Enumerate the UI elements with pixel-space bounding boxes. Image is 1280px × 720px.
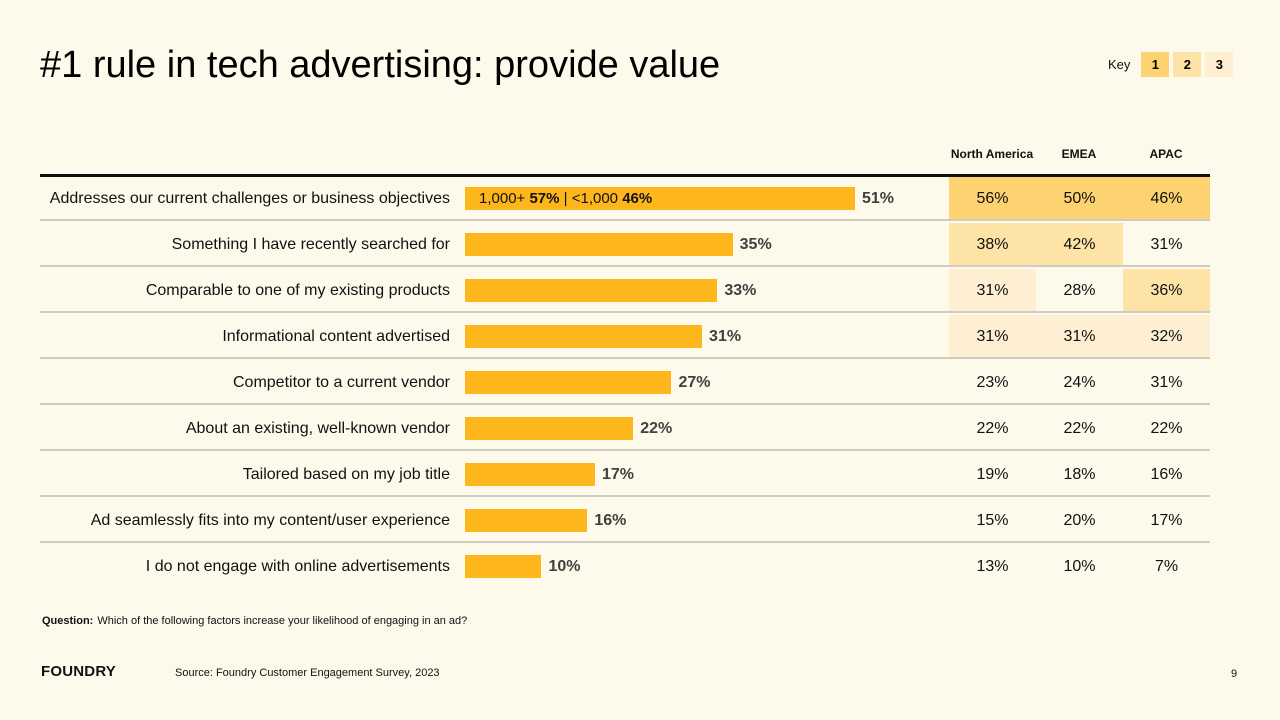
question-note: Question: Which of the following factors … <box>42 615 467 627</box>
bar <box>465 233 733 256</box>
category-label: About an existing, well-known vendor <box>185 420 450 437</box>
row-divider <box>40 449 1210 451</box>
cell-emea: 22% <box>1063 420 1096 437</box>
key-label: Key <box>1108 57 1131 72</box>
row-divider <box>40 495 1210 497</box>
category-label: Something I have recently searched for <box>171 236 450 253</box>
cell-emea: 42% <box>1036 223 1123 267</box>
source-note: Source: Foundry Customer Engagement Surv… <box>175 667 440 679</box>
bar <box>465 509 588 532</box>
header-rule <box>40 174 1210 177</box>
cell-emea: 50% <box>1036 177 1123 221</box>
table-row: About an existing, well-known vendor 22% 2… <box>40 407 1210 451</box>
bar-value-label: 10% <box>548 558 581 575</box>
cell-north-america: 31% <box>949 269 1036 313</box>
bar <box>465 325 703 348</box>
row-divider <box>40 265 1210 267</box>
column-header-apac: APAC <box>1149 146 1183 161</box>
cell-apac: 32% <box>1123 315 1210 359</box>
page-number: 9 <box>1231 668 1238 680</box>
bar-value-label: 35% <box>739 236 772 253</box>
cell-north-america: 15% <box>976 512 1009 529</box>
column-header-emea: EMEA <box>1061 146 1097 161</box>
cell-emea: 24% <box>1063 374 1096 391</box>
row-divider <box>40 219 1210 221</box>
table-row: Comparable to one of my existing product… <box>40 269 1210 313</box>
row-divider <box>40 311 1210 313</box>
category-label: Ad seamlessly fits into my content/user … <box>90 512 450 529</box>
bar <box>465 371 672 394</box>
table-row: Tailored based on my job title 17% 19% 18% 1… <box>40 453 1210 497</box>
cell-north-america: 13% <box>976 558 1009 575</box>
cell-north-america: 56% <box>949 177 1036 221</box>
cell-apac: 36% <box>1123 269 1210 313</box>
key-swatch-2: 2 <box>1173 52 1202 77</box>
bar-value-label: 33% <box>724 282 757 299</box>
category-label: Competitor to a current vendor <box>233 374 450 391</box>
cell-emea: 10% <box>1063 558 1096 575</box>
cell-north-america: 19% <box>976 466 1009 483</box>
key-swatch-1: 1 <box>1141 52 1170 77</box>
bar <box>465 463 595 486</box>
bar-value-label: 51% <box>862 190 895 207</box>
cell-apac: 16% <box>1150 466 1183 483</box>
bar <box>465 279 718 302</box>
column-header-north-america: North America <box>950 146 1034 161</box>
category-label: Tailored based on my job title <box>242 466 450 483</box>
annotation-segment: 46% <box>622 190 653 207</box>
company-size-annotation: 1,000+ 57% | <1,000 46% <box>479 187 652 210</box>
bar-value-label: 17% <box>602 466 635 483</box>
cell-apac: 31% <box>1150 236 1183 253</box>
rank-key: Key 1 2 3 <box>1108 52 1234 77</box>
key-swatch-3: 3 <box>1205 52 1234 77</box>
foundry-logo: FOUNDRY <box>41 663 117 680</box>
cell-north-america: 31% <box>949 315 1036 359</box>
cell-north-america: 23% <box>976 374 1009 391</box>
row-divider <box>40 357 1210 359</box>
table-row: I do not engage with online advertisemen… <box>40 545 1210 589</box>
bar-value-label: 22% <box>640 420 673 437</box>
category-label: Informational content advertised <box>222 328 450 345</box>
cell-apac: 22% <box>1150 420 1183 437</box>
question-label: Question: <box>42 615 94 627</box>
bar <box>465 417 634 440</box>
cell-apac: 46% <box>1123 177 1210 221</box>
page-title: #1 rule in tech advertising: provide val… <box>40 44 721 86</box>
bar <box>465 187 855 210</box>
cell-emea: 28% <box>1063 282 1096 299</box>
cell-apac: 31% <box>1150 374 1183 391</box>
question-text: Which of the following factors increase … <box>97 615 468 627</box>
table-row: Something I have recently searched for 35… <box>40 223 1210 267</box>
category-label: I do not engage with online advertisemen… <box>145 558 450 575</box>
table-row: Informational content advertised 31% 31% 31… <box>40 315 1210 359</box>
cell-north-america: 22% <box>976 420 1009 437</box>
row-divider <box>40 541 1210 543</box>
table-row: Ad seamlessly fits into my content/user … <box>40 499 1210 543</box>
annotation-segment: | <1,000 <box>559 190 623 207</box>
cell-apac: 7% <box>1154 558 1179 575</box>
annotation-segment: 57% <box>529 190 560 207</box>
cell-apac: 17% <box>1150 512 1183 529</box>
cell-emea: 20% <box>1063 512 1096 529</box>
bar-value-label: 16% <box>594 512 627 529</box>
bar <box>465 555 542 578</box>
cell-emea: 18% <box>1063 466 1096 483</box>
bar-value-label: 27% <box>678 374 711 391</box>
annotation-segment: 1,000+ <box>479 190 530 207</box>
bar-value-label: 31% <box>709 328 742 345</box>
row-divider <box>40 403 1210 405</box>
table-row: Addresses our current challenges or busi… <box>40 177 1210 221</box>
table-row: Competitor to a current vendor 27% 23% 24% 3… <box>40 361 1210 405</box>
category-label: Comparable to one of my existing product… <box>145 282 450 299</box>
category-label: Addresses our current challenges or busi… <box>49 190 450 207</box>
cell-emea: 31% <box>1036 315 1123 359</box>
cell-north-america: 38% <box>949 223 1036 267</box>
